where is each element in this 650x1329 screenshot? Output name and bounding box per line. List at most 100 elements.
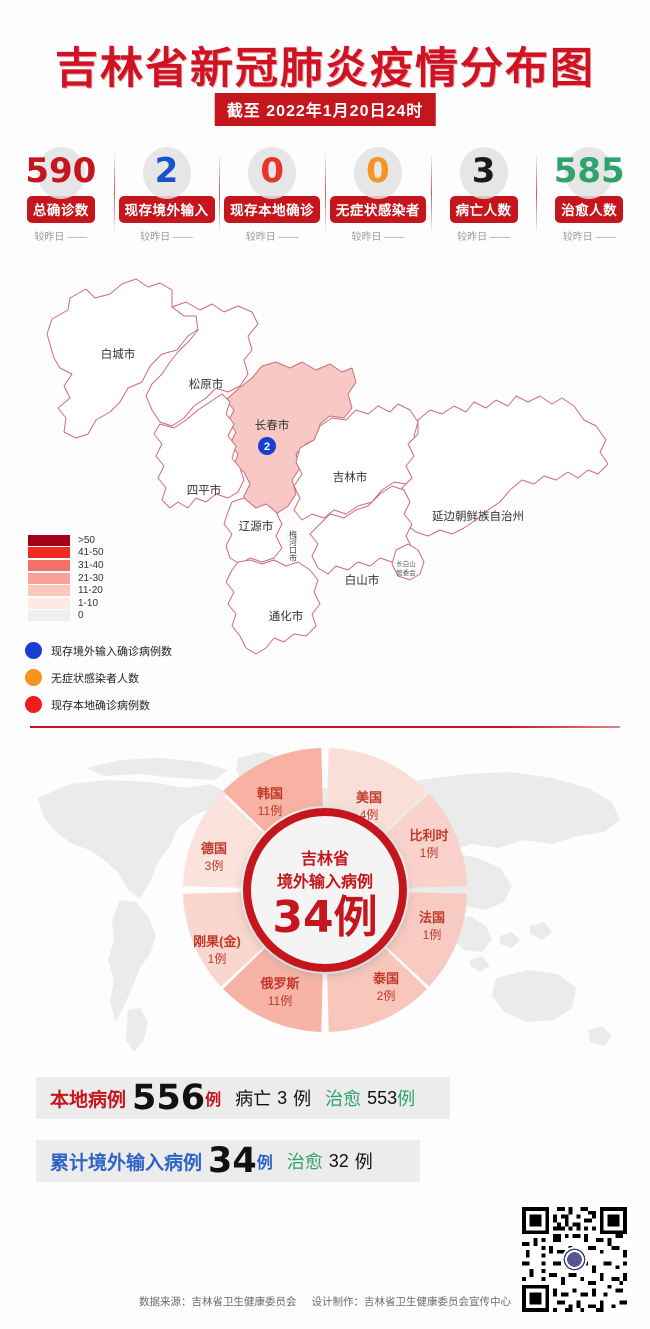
stat-value: 590	[25, 151, 97, 191]
legend-swatch	[28, 572, 70, 584]
map-marker-changchun-imported[interactable]: 2	[258, 437, 276, 455]
donut-value-korea: 11例	[258, 804, 282, 818]
stat-value: 3	[471, 151, 496, 191]
donut-label-congo: 刚果(金)	[193, 934, 241, 949]
summary-imported-unit: 例	[256, 1155, 273, 1172]
donut-slice-thailand	[327, 948, 427, 1032]
stat-compare: 较昨日 ——	[34, 232, 88, 243]
legend-label: 11-20	[78, 585, 103, 597]
donut-center-value: 34例	[272, 892, 377, 943]
map-region-changbaishan	[391, 543, 425, 581]
summary-local-death-unit: 例	[293, 1089, 312, 1109]
summary-local-death-value: 3	[277, 1087, 288, 1108]
map-region-baicheng	[46, 278, 201, 439]
legend-row: 0	[28, 610, 158, 623]
footer-producer: 设计制作：吉林省卫生健康委员会宣传中心	[311, 1296, 511, 1308]
legend-dot-row-asymptomatic: 无症状感染者人数	[25, 669, 172, 686]
map-region-liaoyuan	[223, 497, 283, 565]
stat-card-total-confirmed: 590 总确诊数 较昨日 ——	[8, 147, 114, 254]
legend-dot-label: 无症状感染者人数	[51, 672, 139, 685]
donut-label-germany: 德国	[201, 841, 227, 856]
stat-compare: 较昨日 ——	[245, 232, 299, 243]
legend-dot-row-local: 现存本地确诊病例数	[25, 696, 172, 713]
footer-source: 数据来源：吉林省卫生健康委员会	[139, 1296, 297, 1308]
summary-bar-local: 本地病例 556 例 病亡 3 例 治愈 553 例	[36, 1077, 450, 1119]
donut-value-thailand: 2例	[377, 989, 396, 1003]
stat-label: 现存本地确诊	[224, 196, 321, 223]
legend-swatch	[28, 597, 70, 609]
donut-label-thailand: 泰国	[372, 971, 399, 986]
legend-row: 1-10	[28, 597, 158, 610]
map-region-siping	[153, 393, 245, 509]
stat-label: 病亡人数	[449, 196, 518, 223]
stat-value: 0	[366, 151, 390, 191]
donut-value-belgium: 1例	[420, 846, 439, 860]
summary-imported-label: 累计境外输入病例	[50, 1152, 203, 1174]
stat-disc	[353, 147, 402, 199]
stat-disc	[36, 147, 85, 199]
map-section: 白城市 松原市 长春市 吉林市 延边朝鲜族自治州 四平市 辽源市 通化市 白山市…	[0, 262, 650, 732]
jilin-province-map[interactable]: 白城市 松原市 长春市 吉林市 延边朝鲜族自治州 四平市 辽源市 通化市 白山市…	[0, 262, 650, 732]
donut-section: 美国 4例 比利时 1例 法国 1例 泰国 2例 俄罗斯 11例 刚果(金) 1…	[0, 740, 650, 1065]
footer: 数据来源：吉林省卫生健康委员会 设计制作：吉林省卫生健康委员会宣传中心	[0, 1294, 650, 1309]
donut-center-line1: 吉林省	[301, 849, 349, 868]
stat-card-deaths: 3 病亡人数 较昨日 ——	[430, 147, 537, 254]
map-legend-scale: >50 41-50 31-40 21-30 11-20 1-10	[28, 534, 158, 622]
header: 吉林省新冠肺炎疫情分布图 截至 2022年1月20日24时	[0, 0, 650, 140]
donut-slice-korea	[223, 748, 323, 832]
stat-label: 治愈人数	[555, 196, 624, 223]
map-label-changbaishan-2: 管委会	[396, 568, 416, 577]
donut-center-line2: 境外输入病例	[277, 872, 373, 891]
stat-compare: 较昨日 ——	[562, 232, 616, 243]
map-region-songyuan	[145, 301, 259, 427]
summary-imported-value: 34	[208, 1140, 257, 1181]
summary-imported-cured-label: 治愈	[286, 1152, 323, 1172]
stat-label: 无症状感染者	[329, 196, 426, 223]
section-divider	[30, 726, 620, 728]
legend-label: 0	[78, 610, 84, 622]
map-label-changchun: 长春市	[255, 418, 290, 432]
stat-number-wrap: 0	[325, 147, 431, 199]
legend-row: >50	[28, 534, 158, 547]
donut-slice-france	[386, 892, 467, 987]
map-label-songyuan: 松原市	[189, 377, 224, 391]
summary-local-label: 本地病例	[50, 1089, 127, 1111]
donut-label-belgium: 比利时	[409, 828, 448, 843]
stat-value: 585	[553, 151, 625, 191]
legend-swatch	[28, 610, 70, 622]
donut-slice-germany	[183, 793, 264, 888]
summary-imported-cured-unit: 例	[354, 1152, 373, 1172]
summary-local-cured-label: 治愈	[325, 1089, 362, 1109]
legend-label: 41-50	[78, 547, 104, 559]
stat-number-wrap: 0	[219, 147, 325, 199]
donut-label-russia: 俄罗斯	[259, 976, 299, 991]
stat-label: 总确诊数	[26, 196, 95, 223]
map-marker-value: 2	[264, 441, 270, 453]
map-label-baicheng: 白城市	[101, 347, 136, 361]
orange-dot-icon	[25, 669, 42, 686]
summary-local-value: 556	[132, 1077, 206, 1118]
legend-label: >50	[78, 534, 95, 546]
stat-card-asymptomatic: 0 无症状感染者 较昨日 ——	[325, 147, 431, 254]
stat-compare: 较昨日 ——	[351, 232, 405, 243]
donut-value-germany: 3例	[205, 859, 224, 873]
legend-label: 1-10	[78, 597, 99, 609]
donut-value-congo: 1例	[208, 952, 227, 966]
imported-cases-donut-chart[interactable]: 美国 4例 比利时 1例 法国 1例 泰国 2例 俄罗斯 11例 刚果(金) 1…	[160, 740, 490, 1065]
blue-dot-icon	[25, 642, 42, 659]
summary-imported-cured-value: 32	[328, 1150, 349, 1171]
legend-row: 11-20	[28, 584, 158, 597]
stat-card-current-imported: 2 现存境外输入 较昨日 ——	[113, 147, 220, 254]
donut-center-badge	[243, 808, 407, 972]
date-banner: 截至 2022年1月20日24时	[214, 93, 436, 126]
legend-swatch	[28, 534, 70, 546]
stat-value: 0	[260, 151, 285, 191]
stat-disc	[142, 147, 191, 199]
stat-compare: 较昨日 ——	[457, 232, 510, 243]
qr-code[interactable]	[518, 1203, 631, 1316]
donut-value-russia: 11例	[268, 994, 292, 1008]
donut-slices[interactable]	[183, 748, 467, 1032]
stat-disc	[248, 147, 297, 199]
donut-slice-usa	[327, 748, 427, 832]
